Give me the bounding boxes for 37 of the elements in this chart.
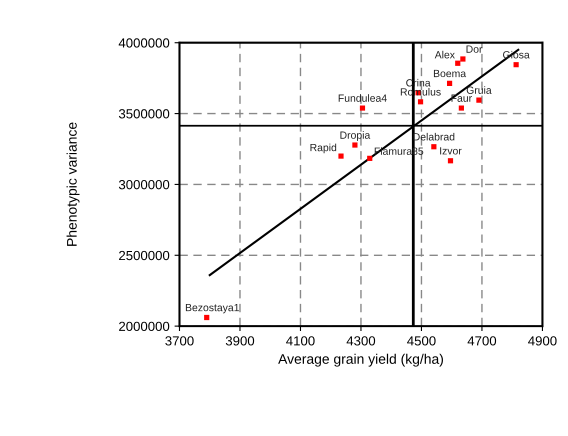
x-tick-label: 4500 (407, 336, 436, 346)
annotation: Rapid (310, 144, 336, 154)
x-tick-label: 4700 (468, 336, 496, 346)
annotation: Dor (466, 46, 482, 53)
annotation: Fundulea4 (338, 94, 387, 102)
point (514, 62, 519, 68)
point (455, 60, 460, 66)
annotation: Boema (434, 70, 466, 78)
x-axis-title: Average grain yield (kg/ha) (278, 354, 443, 367)
annotation: Izvor (440, 147, 462, 155)
point (204, 314, 210, 320)
point (476, 98, 482, 103)
point (431, 144, 436, 150)
y-tick-label: 3500000 (118, 109, 170, 118)
point (352, 142, 358, 148)
point (460, 56, 466, 62)
y-axis-title: Phenotypic variance (66, 122, 80, 246)
point (458, 105, 464, 111)
y-tick-label: 3000000 (118, 180, 170, 190)
annotation: Gruia (466, 86, 492, 94)
x-tick-label: 4100 (286, 336, 315, 346)
point (448, 158, 454, 164)
y-tick-label: 4000000 (118, 38, 170, 48)
point (360, 105, 366, 111)
point (367, 156, 372, 161)
point (446, 80, 452, 86)
x-tick-label: 3900 (226, 336, 254, 346)
annotation: Alex (434, 50, 455, 58)
x-tick-label: 4900 (528, 336, 557, 346)
annotation: Dropia (340, 131, 370, 141)
annotation: Bezostaya1 (186, 304, 239, 314)
point (418, 99, 424, 104)
x-tick-label: 3700 (165, 336, 194, 346)
y-tick-label: 2500000 (119, 250, 170, 260)
y-tick-label: 2000000 (119, 322, 170, 332)
x-tick-label: 4300 (346, 336, 376, 346)
point (338, 153, 344, 159)
